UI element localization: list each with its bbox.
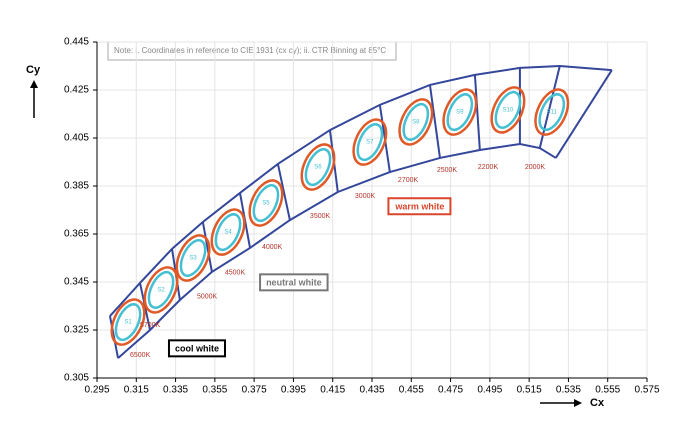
x-tick-label: 0.315 bbox=[124, 385, 149, 396]
inner-ellipse bbox=[214, 213, 242, 252]
ellipse-label: S3 bbox=[189, 256, 197, 262]
inner-ellipse bbox=[304, 148, 332, 187]
outer-ellipse bbox=[490, 86, 526, 134]
outer-ellipse bbox=[442, 88, 478, 136]
x-tick-label: 0.535 bbox=[556, 385, 581, 396]
inner-ellipse bbox=[114, 303, 142, 342]
x-tick-label: 0.415 bbox=[320, 385, 345, 396]
y-tick-label: 0.345 bbox=[64, 277, 89, 288]
outer-ellipse bbox=[534, 88, 570, 136]
ellipse-label: S1 bbox=[124, 320, 132, 326]
x-tick-label: 0.575 bbox=[634, 385, 659, 396]
ellipse-label: S9 bbox=[456, 110, 464, 116]
cct-label: 5000K bbox=[197, 294, 218, 301]
bin-divider bbox=[555, 69, 613, 159]
outer-ellipse bbox=[210, 208, 246, 256]
annotation-text: cool white bbox=[175, 343, 219, 353]
boundary-top bbox=[109, 64, 612, 317]
y-tick-label: 0.385 bbox=[64, 181, 89, 192]
y-tick-label: 0.325 bbox=[64, 325, 89, 336]
outer-ellipse bbox=[352, 118, 388, 166]
cct-label: 4500K bbox=[225, 270, 246, 277]
ellipse-label: S7 bbox=[366, 140, 374, 146]
x-tick-label: 0.375 bbox=[242, 385, 267, 396]
annotation-text: warm white bbox=[394, 201, 444, 211]
cct-label: 2200K bbox=[478, 164, 499, 171]
bin-divider bbox=[201, 221, 213, 273]
cct-label: 3000K bbox=[355, 193, 376, 200]
annotation-box bbox=[259, 273, 329, 292]
cct-label: 6500K bbox=[130, 352, 151, 359]
x-tick-label: 0.555 bbox=[595, 385, 620, 396]
inner-ellipse bbox=[538, 93, 566, 132]
annotation: warm white bbox=[387, 197, 452, 216]
inner-ellipse bbox=[446, 93, 474, 132]
annotation: neutral white bbox=[259, 273, 329, 292]
x-tick-label: 0.295 bbox=[84, 385, 109, 396]
cct-label: 2700K bbox=[398, 177, 419, 184]
y-tick-label: 0.425 bbox=[64, 85, 89, 96]
y-tick-label: 0.445 bbox=[64, 37, 89, 48]
annotation-text: neutral white bbox=[266, 277, 322, 287]
y-tick-label: 0.405 bbox=[64, 133, 89, 144]
annotation-box bbox=[387, 197, 452, 216]
inner-ellipse bbox=[356, 123, 384, 162]
annotation: cool white bbox=[167, 339, 226, 358]
outer-ellipse bbox=[398, 98, 434, 146]
x-arrowhead bbox=[574, 399, 582, 407]
annotation-box bbox=[167, 339, 226, 358]
ellipse-label: S10 bbox=[503, 107, 514, 113]
outer-ellipse bbox=[300, 143, 336, 191]
x-axis-label: Cx bbox=[590, 397, 605, 409]
inner-ellipse bbox=[179, 239, 207, 277]
bin-divider bbox=[108, 315, 119, 359]
x-tick-label: 0.335 bbox=[163, 385, 188, 396]
cct-label: 2500K bbox=[437, 167, 458, 174]
cct-label: 4000K bbox=[262, 244, 283, 251]
ellipse-label: S11 bbox=[547, 110, 558, 116]
x-tick-label: 0.395 bbox=[281, 385, 306, 396]
y-tick-label: 0.365 bbox=[64, 229, 89, 240]
bin-divider bbox=[276, 163, 291, 221]
ellipse-label: S5 bbox=[262, 201, 270, 207]
y-arrowhead bbox=[30, 80, 38, 88]
inner-ellipse bbox=[252, 184, 280, 223]
inner-ellipse bbox=[494, 90, 522, 129]
x-tick-label: 0.475 bbox=[438, 385, 463, 396]
x-tick-label: 0.455 bbox=[399, 385, 424, 396]
inner-ellipse bbox=[402, 102, 430, 141]
ellipse-label: S2 bbox=[157, 287, 165, 293]
cct-label: 5700K bbox=[140, 322, 161, 329]
outer-ellipse bbox=[110, 298, 146, 346]
x-tick-label: 0.355 bbox=[202, 385, 227, 396]
note: Note: i. Coordinates in reference to CIE… bbox=[114, 46, 386, 55]
inner-ellipse bbox=[147, 270, 175, 309]
y-axis-label: Cy bbox=[26, 64, 41, 76]
ellipse-label: S8 bbox=[412, 119, 420, 125]
x-tick-label: 0.435 bbox=[359, 385, 384, 396]
cct-label: 2000K bbox=[525, 164, 546, 171]
outer-ellipse bbox=[175, 234, 211, 282]
x-tick-label: 0.515 bbox=[517, 385, 542, 396]
bin-divider bbox=[428, 84, 441, 159]
bin-divider bbox=[473, 74, 481, 151]
cct-label: 3500K bbox=[310, 213, 331, 220]
y-tick-label: 0.305 bbox=[64, 373, 89, 384]
x-tick-label: 0.495 bbox=[477, 385, 502, 396]
outer-ellipse bbox=[248, 179, 284, 227]
ellipse-label: S4 bbox=[224, 230, 232, 236]
outer-ellipse bbox=[143, 266, 179, 314]
ellipse-label: S6 bbox=[314, 165, 322, 171]
